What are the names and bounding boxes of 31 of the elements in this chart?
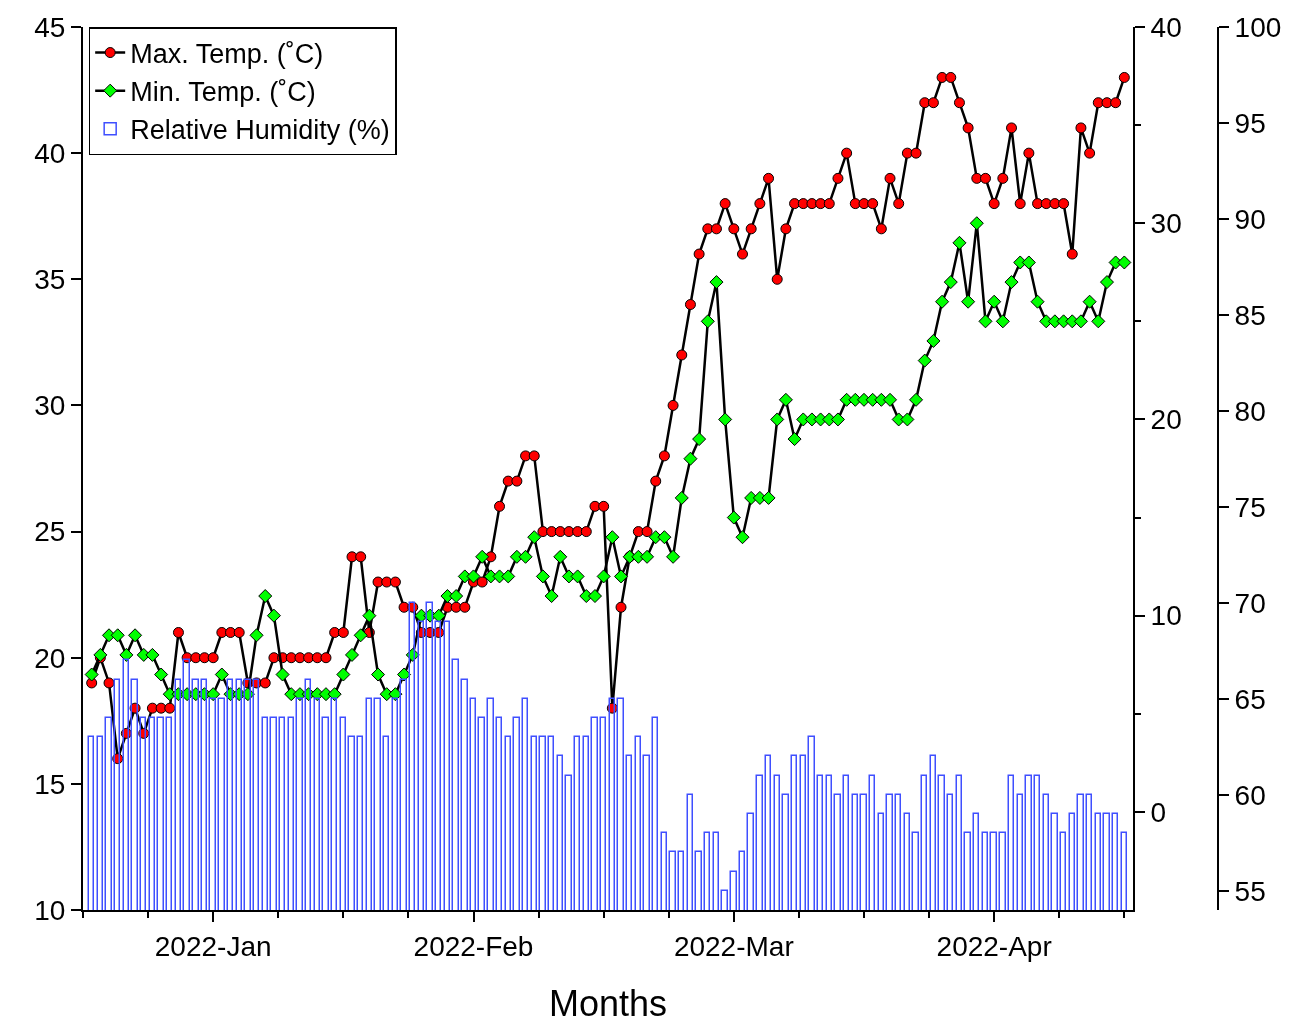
y-tick-label: 25 <box>34 516 66 548</box>
y2-tick-label: 20 <box>1150 404 1182 436</box>
y3-tick-label: 90 <box>1234 203 1266 235</box>
y3-tick-label: 70 <box>1234 587 1266 619</box>
x-tick-label: 2022-Apr <box>936 930 1052 962</box>
y3-tick-label: 60 <box>1234 779 1266 811</box>
y2-tick-label: 40 <box>1150 11 1182 43</box>
legend-label: Max. Temp. (˚C) <box>130 39 324 70</box>
y-tick-label: 45 <box>34 11 66 43</box>
y3-tick-label: 80 <box>1234 395 1266 427</box>
y-tick-label: 35 <box>34 264 66 296</box>
y2-tick-label: 30 <box>1150 208 1182 240</box>
legend-label: Min. Temp. (˚C) <box>130 77 316 108</box>
y2-tick-label: 10 <box>1150 600 1182 632</box>
y-tick-label: 10 <box>34 894 66 926</box>
y3-tick-label: 100 <box>1234 11 1282 43</box>
y3-tick-label: 85 <box>1234 299 1266 331</box>
x-tick-label: 2022-Mar <box>673 930 794 962</box>
y-tick-label: 40 <box>34 137 66 169</box>
y3-tick-label: 95 <box>1234 107 1266 139</box>
y2-tick-label: 0 <box>1150 796 1167 828</box>
y3-tick-label: 75 <box>1234 491 1266 523</box>
y-tick-label: 30 <box>34 390 66 422</box>
legend-label: Relative Humidity (%) <box>130 115 390 146</box>
y3-tick-label: 65 <box>1234 683 1266 715</box>
y3-tick-label: 55 <box>1234 875 1266 907</box>
y-tick-label: 20 <box>34 642 66 674</box>
y-tick-label: 15 <box>34 768 66 800</box>
x-tick-label: 2022-Jan <box>154 930 272 962</box>
x-axis-title: Months <box>548 982 668 1024</box>
x-tick-label: 2022-Feb <box>413 930 534 962</box>
